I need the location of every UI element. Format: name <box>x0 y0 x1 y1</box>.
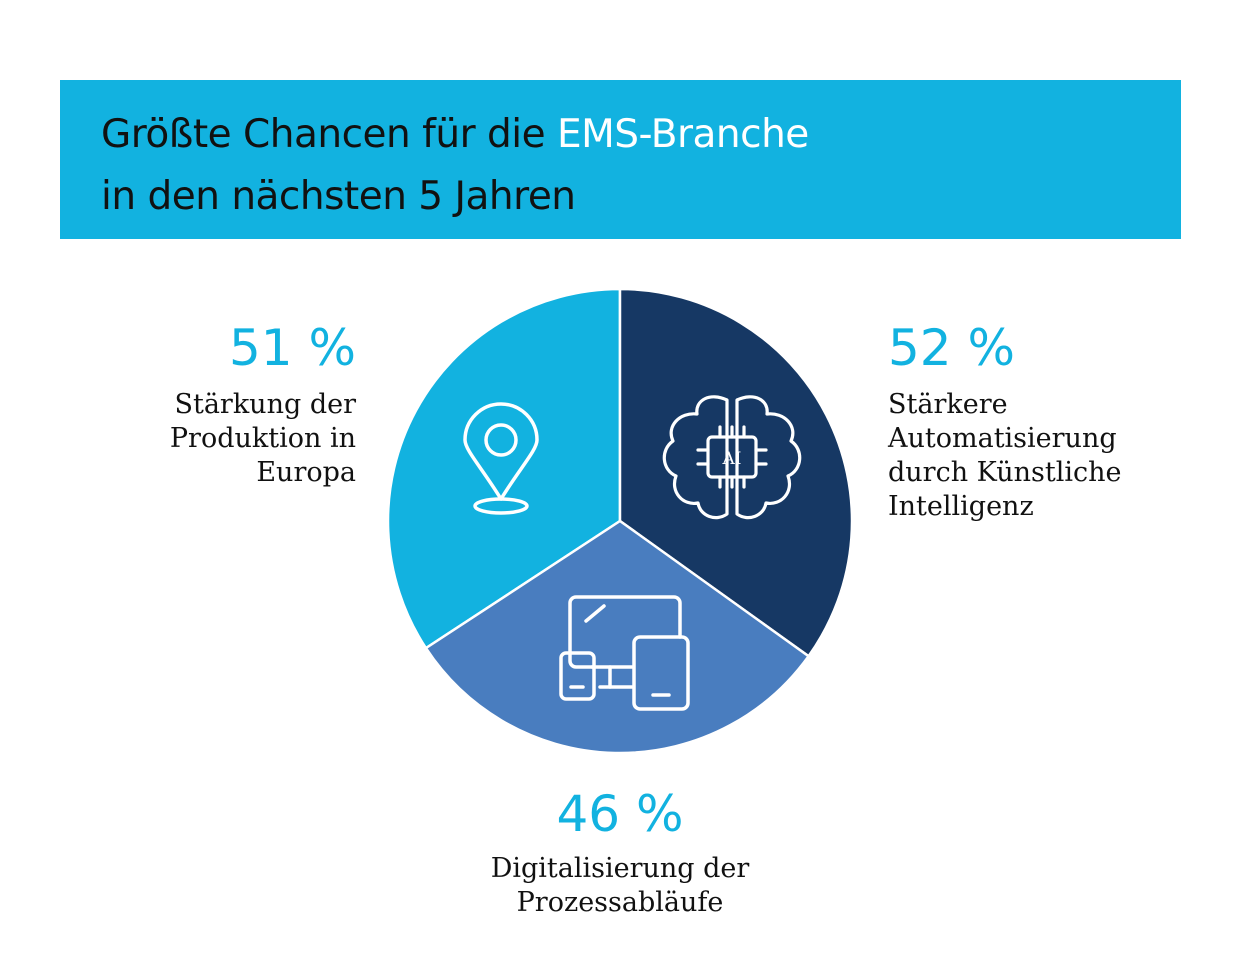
pie-slice-digital <box>424 519 811 755</box>
title-accent: EMS-Branche <box>557 112 809 157</box>
location-pin-icon <box>463 402 539 515</box>
title-banner <box>60 80 1181 239</box>
ai-icon-label: AI <box>722 449 742 469</box>
label-ai: Stärkere Automatisierung durch Künstlich… <box>888 389 1122 522</box>
percent-digital: 46 % <box>556 785 684 843</box>
label-digital: Digitalisierung der Prozessabläufe <box>490 853 750 918</box>
percent-europe: 51 % <box>228 319 356 377</box>
title-part1: Größte Chancen für die <box>101 112 557 157</box>
title-line2: in den nächsten 5 Jahren <box>101 174 576 219</box>
devices-icon <box>559 595 690 711</box>
label-europe: Stärkung der Produktion in Europa <box>169 389 356 488</box>
percent-ai: 52 % <box>888 319 1016 377</box>
ai-brain-icon <box>662 395 802 520</box>
chart-title: Größte Chancen für die EMS-Branche in den… <box>101 104 809 228</box>
